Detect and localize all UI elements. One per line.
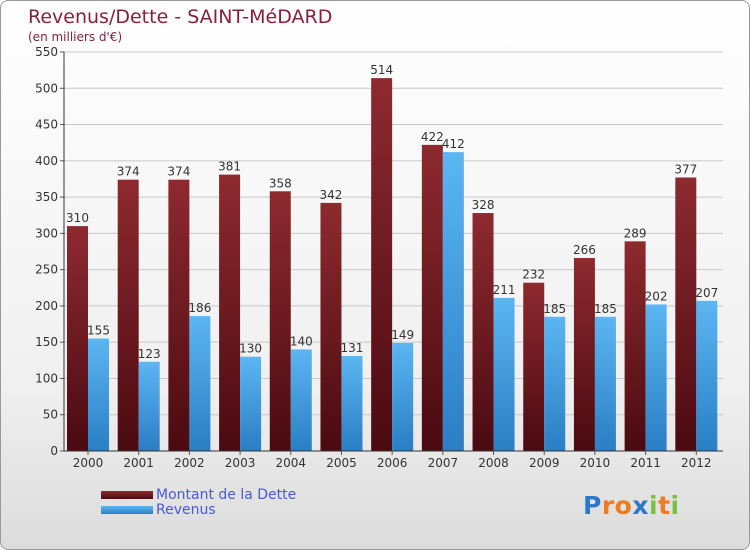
data-label-revenus: 140 (290, 334, 313, 348)
x-tick-label: 2000 (73, 456, 104, 470)
bar-revenus (696, 300, 718, 451)
y-tick-label: 50 (43, 408, 58, 422)
data-label-revenus: 211 (493, 283, 516, 297)
bar-revenus (392, 342, 414, 451)
legend-label-revenus: Revenus (156, 501, 216, 518)
y-tick-label: 300 (35, 226, 58, 240)
y-tick-label: 550 (35, 45, 58, 59)
logo-letter: x (632, 491, 649, 520)
bar-revenus (290, 349, 312, 451)
data-label-dette: 289 (624, 226, 647, 240)
logo-letter: r (601, 491, 615, 520)
y-tick-label: 200 (35, 299, 58, 313)
data-label-dette: 374 (167, 165, 190, 179)
legend-swatch-revenus (101, 505, 153, 514)
bar-dette (624, 241, 646, 451)
bar-dette (168, 179, 190, 451)
data-label-dette: 422 (421, 130, 444, 144)
data-label-dette: 342 (320, 188, 343, 202)
x-tick-label: 2007 (428, 456, 459, 470)
bar-dette (67, 226, 88, 451)
data-label-dette: 374 (117, 165, 140, 179)
data-label-revenus: 412 (442, 137, 465, 151)
bar-dette (675, 177, 697, 451)
bar-dette (320, 202, 342, 451)
data-label-dette: 310 (66, 211, 89, 225)
legend-label-dette: Montant de la Dette (156, 486, 297, 503)
bar-revenus (442, 152, 464, 451)
y-tick-label: 400 (35, 154, 58, 168)
x-tick-label: 2009 (529, 456, 560, 470)
data-label-revenus: 123 (138, 347, 161, 361)
legend-swatch-dette (101, 490, 153, 499)
bar-revenus (341, 355, 363, 451)
data-label-revenus: 185 (543, 302, 566, 316)
bar-revenus (138, 361, 160, 451)
x-tick-label: 2006 (377, 456, 408, 470)
bar-dette (117, 179, 139, 451)
chart-title: Revenus/Dette - SAINT-MéDARD (28, 6, 333, 28)
proxiti-logo: Proxiti (583, 491, 680, 520)
chart-subtitle: (en milliers d'€) (28, 30, 123, 44)
axis-layer: 0 50 100 150 200 250 300 350 400 450 500 550 310 155 2… (35, 45, 723, 470)
bar-dette (219, 174, 241, 452)
data-label-dette: 232 (522, 268, 545, 282)
x-tick-label: 2002 (174, 456, 205, 470)
x-tick-label: 2011 (630, 456, 661, 470)
bar-revenus (88, 338, 109, 451)
bar-revenus (645, 304, 667, 451)
data-label-dette: 377 (674, 163, 697, 177)
x-tick-label: 2008 (478, 456, 509, 470)
y-tick-label: 450 (35, 118, 58, 132)
bar-dette (573, 258, 595, 451)
y-tick-label: 100 (35, 371, 58, 385)
data-label-dette: 328 (472, 198, 495, 212)
x-tick-label: 2001 (123, 456, 154, 470)
bar-dette (523, 282, 545, 451)
x-tick-label: 2003 (225, 456, 256, 470)
logo-letter: i (670, 491, 680, 520)
bar-revenus (544, 316, 566, 451)
logo-letter: i (649, 491, 659, 520)
legend-item-dette: Montant de la Dette (101, 486, 297, 503)
x-tick-label: 2004 (275, 456, 306, 470)
logo-letter: P (583, 491, 602, 520)
bar-dette (421, 144, 443, 451)
bar-revenus (240, 356, 262, 451)
y-tick-label: 250 (35, 263, 58, 277)
data-label-dette: 381 (218, 160, 241, 174)
y-tick-label: 350 (35, 190, 58, 204)
bar-revenus (189, 316, 211, 451)
data-label-revenus: 185 (594, 302, 617, 316)
y-tick-label: 150 (35, 335, 58, 349)
data-label-revenus: 131 (341, 341, 364, 355)
bar-revenus (594, 316, 616, 451)
logo-letter: t (658, 491, 671, 520)
legend: Montant de la Dette Revenus (101, 486, 297, 518)
bar-dette (371, 78, 393, 451)
data-label-dette: 358 (269, 176, 292, 190)
x-tick-label: 2010 (580, 456, 611, 470)
data-label-dette: 266 (573, 243, 596, 257)
x-tick-label: 2012 (681, 456, 712, 470)
data-label-revenus: 186 (188, 301, 211, 315)
y-tick-label: 500 (35, 81, 58, 95)
logo-letter: o (614, 491, 633, 520)
data-label-revenus: 207 (695, 286, 718, 300)
data-label-revenus: 130 (239, 342, 262, 356)
bar-revenus (493, 297, 515, 451)
x-tick-label: 2005 (326, 456, 357, 470)
y-tick-label: 0 (50, 444, 58, 458)
bar-dette (472, 213, 494, 451)
bars-layer (67, 78, 718, 452)
data-label-revenus: 155 (87, 324, 110, 338)
data-label-dette: 514 (370, 63, 393, 77)
legend-item-revenus: Revenus (101, 501, 296, 518)
bar-dette (269, 191, 291, 451)
data-label-revenus: 202 (645, 289, 668, 303)
data-label-revenus: 149 (391, 328, 414, 342)
